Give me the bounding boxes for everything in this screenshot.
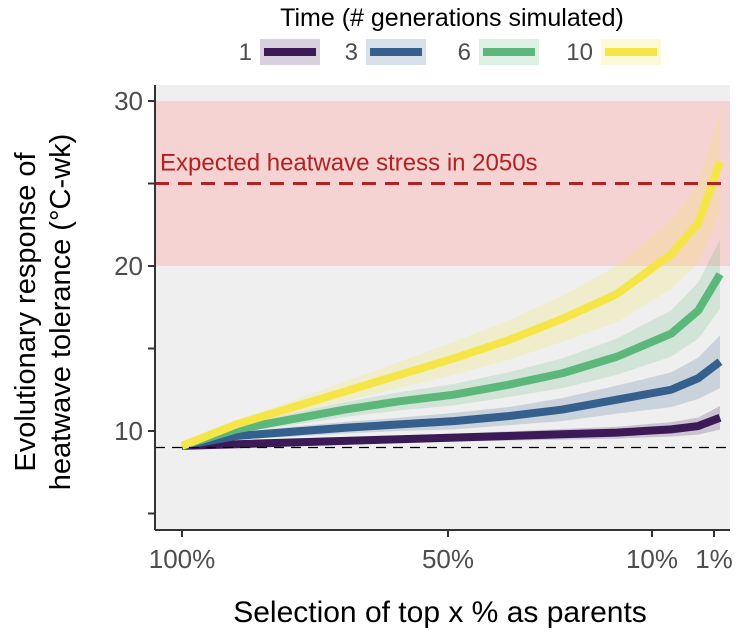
y-tick-label: 10 — [114, 416, 143, 446]
x-tick-label: 10% — [626, 544, 678, 574]
legend-label-3: 3 — [345, 39, 358, 66]
x-tick-label: 1% — [695, 544, 733, 574]
x-tick-label: 50% — [422, 544, 474, 574]
y-tick-label: 30 — [114, 86, 143, 116]
y-axis-title-line-2: heatwave tolerance (°C-wk) — [45, 134, 77, 491]
legend-label-6: 6 — [458, 39, 471, 66]
x-axis-title: Selection of top x % as parents — [233, 596, 647, 629]
legend-label-1: 1 — [239, 39, 252, 66]
stress-label: Expected heatwave stress in 2050s — [160, 150, 538, 177]
x-tick-label: 100% — [149, 544, 216, 574]
legend: 1 3 6 10 — [239, 39, 661, 66]
y-tick-label: 20 — [114, 251, 143, 281]
legend-label-10: 10 — [566, 39, 593, 66]
y-axis-title-line-1: Evolutionary response of — [10, 151, 42, 471]
legend-title: Time (# generations simulated) — [280, 4, 624, 32]
